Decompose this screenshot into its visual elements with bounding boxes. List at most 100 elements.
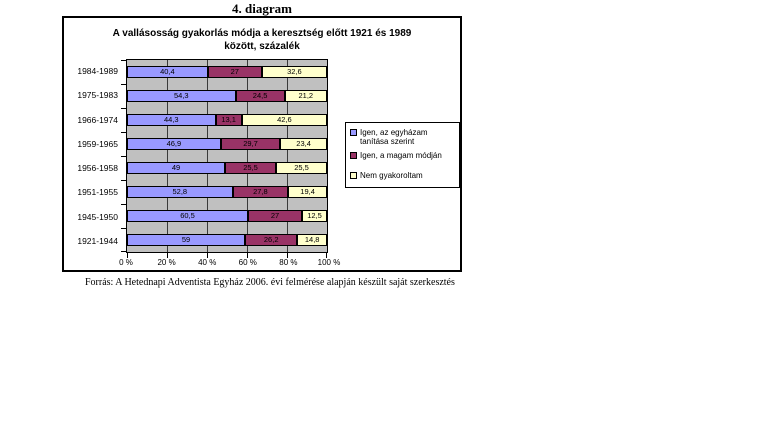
bar-segment: 32,6 xyxy=(261,66,327,78)
category-label: 1956-1958 xyxy=(77,163,118,174)
y-axis-tick xyxy=(121,251,126,252)
bar-segment: 29,7 xyxy=(220,138,281,150)
bar-row: 54,3 24,5 21,2 xyxy=(127,84,327,108)
bar-value-label: 14,8 xyxy=(304,235,320,244)
bar-value-label: 27 xyxy=(270,211,280,220)
bar-segment: 44,3 xyxy=(127,114,216,126)
bar-value-label: 26,2 xyxy=(263,235,279,244)
bar-row: 52,8 27,8 19,4 xyxy=(127,180,327,204)
y-axis-tick xyxy=(121,84,126,85)
bar-value-label: 42,6 xyxy=(277,115,292,124)
category-label: 1959-1965 xyxy=(77,138,118,149)
bar-row: 60,5 27 12,5 xyxy=(127,204,327,228)
bar-row: 59 26,2 14,8 xyxy=(127,228,327,252)
bar-segment: 23,4 xyxy=(280,138,327,150)
legend-item: Nem gyakoroltam xyxy=(350,171,456,180)
bar-value-label: 52,8 xyxy=(172,187,188,196)
bar-segment: 21,2 xyxy=(284,90,327,102)
bar-value-label: 13,1 xyxy=(221,115,236,124)
legend-item: Igen, az egyházam tanítása szerint xyxy=(350,128,456,146)
gridline xyxy=(247,60,248,252)
stacked-bar: 54,3 24,5 21,2 xyxy=(127,90,327,102)
bar-value-label: 29,7 xyxy=(243,139,258,148)
bar-segment: 46,9 xyxy=(127,138,221,150)
legend-label: Nem gyakoroltam xyxy=(360,171,423,180)
bar-segment: 49 xyxy=(127,162,225,174)
bar-value-label: 32,6 xyxy=(287,67,302,76)
category-label: 1984-1989 xyxy=(77,66,118,77)
stacked-bar: 59 26,2 14,8 xyxy=(127,234,327,246)
gridline xyxy=(287,60,288,252)
x-tick-label: 20 % xyxy=(157,258,176,267)
bar-value-label: 46,9 xyxy=(166,139,182,148)
stacked-bar: 44,3 13,1 42,6 xyxy=(127,114,327,126)
bar-segment: 54,3 xyxy=(127,90,236,102)
bar-segment: 26,2 xyxy=(245,234,298,246)
legend-label: Igen, a magam módján xyxy=(360,151,442,160)
stacked-bar: 46,9 29,7 23,4 xyxy=(127,138,327,150)
bar-segment: 25,5 xyxy=(276,162,327,174)
bar-segment: 12,5 xyxy=(302,210,327,222)
bar-value-label: 49 xyxy=(171,163,181,172)
legend-swatch-icon xyxy=(350,152,357,159)
bar-segment: 52,8 xyxy=(127,186,233,198)
bar-segment: 60,5 xyxy=(127,210,248,222)
chart-title: A vallásosság gyakorlás módja a kereszts… xyxy=(64,27,460,53)
y-axis-tick xyxy=(121,132,126,133)
legend: Igen, az egyházam tanítása szerint Igen, … xyxy=(345,122,460,188)
x-axis-labels: 0 % 20 % 40 % 60 % 80 % 100 % xyxy=(119,258,340,268)
x-axis-tick xyxy=(127,253,128,258)
y-axis-tick xyxy=(121,180,126,181)
x-axis-tick xyxy=(207,253,208,258)
bar-value-label: 25,5 xyxy=(294,163,309,172)
bar-segment: 25,5 xyxy=(225,162,276,174)
y-axis-tick xyxy=(121,60,126,61)
stacked-bar: 52,8 27,8 19,4 xyxy=(127,186,327,198)
bar-value-label: 23,4 xyxy=(296,139,311,148)
bar-value-label: 12,5 xyxy=(307,211,322,220)
stacked-bar: 49 25,5 25,5 xyxy=(127,162,327,174)
bar-value-label: 59 xyxy=(181,235,191,244)
bar-value-label: 54,3 xyxy=(173,91,189,100)
bar-segment: 27 xyxy=(248,210,302,222)
bar-value-label: 27 xyxy=(230,67,239,76)
legend-item: Igen, a magam módján xyxy=(350,151,456,160)
bar-row: 49 25,5 25,5 xyxy=(127,156,327,180)
bar-value-label: 60,5 xyxy=(180,211,195,220)
page-title: 4. diagram xyxy=(232,1,292,16)
bar-segment: 27 xyxy=(207,66,262,78)
x-tick-label: 60 % xyxy=(238,258,257,267)
bar-segment: 24,5 xyxy=(235,90,285,102)
bar-segment: 14,8 xyxy=(297,234,327,246)
x-axis-tick xyxy=(326,253,327,258)
x-axis-tick xyxy=(167,253,168,258)
bar-row: 40,4 27 32,6 xyxy=(127,60,327,84)
bar-value-label: 44,3 xyxy=(163,115,179,124)
y-axis-tick xyxy=(121,228,126,229)
category-label: 1966-1974 xyxy=(77,114,118,125)
y-axis-labels: 1984-1989 1975-1983 1966-1974 1959-1965 1956… xyxy=(66,59,123,253)
gridline xyxy=(207,60,208,252)
category-label: 1945-1950 xyxy=(77,211,118,222)
stacked-bar: 60,5 27 12,5 xyxy=(127,210,327,222)
category-label: 1921-1944 xyxy=(77,235,118,246)
stacked-bar: 40,4 27 32,6 xyxy=(127,66,327,78)
bar-row: 46,9 29,7 23,4 xyxy=(127,132,327,156)
source-note: Forrás: A Hetednapi Adventista Egyház 20… xyxy=(85,277,455,288)
bar-value-label: 24,5 xyxy=(252,91,268,100)
legend-swatch-icon xyxy=(350,129,357,136)
bar-segment: 59 xyxy=(127,234,245,246)
legend-label: Igen, az egyházam tanítása szerint xyxy=(360,128,428,146)
x-tick-label: 100 % xyxy=(317,258,341,267)
x-tick-label: 80 % xyxy=(279,258,298,267)
bar-segment: 40,4 xyxy=(127,66,208,78)
category-label: 1951-1955 xyxy=(77,187,118,198)
plot-area: 40,4 27 32,6 54,3 24,5 21,2 44,3 13,1 42,6 46,9 29… xyxy=(121,59,328,258)
chart-frame: A vallásosság gyakorlás módja a kereszts… xyxy=(62,16,462,272)
x-axis-tick xyxy=(287,253,288,258)
bar-row: 44,3 13,1 42,6 xyxy=(127,108,327,132)
chart-title-line-2: között, százalék xyxy=(224,41,300,52)
legend-swatch-icon xyxy=(350,172,357,179)
x-axis-tick xyxy=(247,253,248,258)
bar-value-label: 40,4 xyxy=(160,67,175,76)
